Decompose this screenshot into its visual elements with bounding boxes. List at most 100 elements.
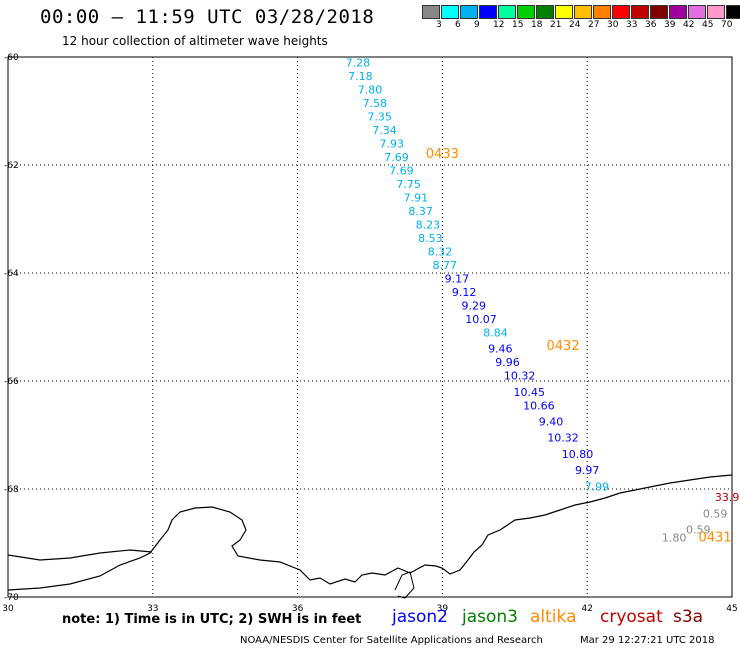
legend-label: 24: [569, 20, 581, 30]
swh-value-label: 7.69: [389, 164, 414, 177]
swh-value-label: 7.99: [585, 480, 610, 493]
swh-value-label: 9.97: [575, 464, 600, 477]
swh-value-label: 7.75: [396, 178, 421, 191]
x-tick-label: 36: [292, 604, 304, 614]
mission-cryosat: cryosat: [600, 607, 663, 627]
legend-label: 45: [702, 20, 714, 30]
legend-label: 27: [588, 20, 600, 30]
swh-value-label: 10.32: [547, 432, 579, 445]
legend-label: 36: [645, 20, 657, 30]
footer-timestamp: Mar 29 12:27:21 UTC 2018: [580, 635, 715, 646]
legend-swatch: [726, 5, 740, 19]
swh-value-label: 9.29: [462, 299, 487, 312]
legend-label: 21: [550, 20, 562, 30]
legend-label: 6: [455, 20, 461, 30]
legend-label: 3: [436, 20, 442, 30]
legend-swatch: [612, 5, 630, 19]
coastline: [7, 549, 153, 561]
mission-jason2: jason2: [392, 607, 448, 627]
legend-swatch: [460, 5, 478, 19]
swh-value-label: 10.80: [562, 448, 594, 461]
legend-swatch: [422, 5, 440, 19]
swh-value-label: 7.93: [379, 137, 404, 150]
legend-swatch: [707, 5, 725, 19]
swh-value-label: 9.17: [445, 272, 470, 285]
legend-label: 15: [512, 20, 524, 30]
swh-value-label: 9.46: [488, 343, 513, 356]
legend-swatch: [479, 5, 497, 19]
legend-label: 18: [531, 20, 543, 30]
legend-swatch: [593, 5, 611, 19]
x-tick-label: 42: [581, 604, 592, 614]
swh-value-label: 0.59: [686, 524, 711, 537]
swh-value-label: 8.37: [408, 205, 433, 218]
y-tick-label: -60: [4, 53, 19, 63]
legend-swatch: [498, 5, 516, 19]
coastline: [7, 474, 733, 591]
swh-value-label: 8.77: [433, 259, 458, 272]
swh-value-label: 8.32: [428, 245, 453, 258]
legend-label: 12: [493, 20, 505, 30]
legend-swatches: [422, 5, 740, 19]
swh-value-label: 7.18: [348, 70, 373, 83]
swh-value-label: 10.66: [523, 399, 555, 412]
chart-title: 00:00 – 11:59 UTC 03/28/2018: [40, 6, 375, 28]
legend-swatch: [669, 5, 687, 19]
legend-label: 9: [474, 20, 480, 30]
legend-label: 30: [607, 20, 619, 30]
legend-swatch: [574, 5, 592, 19]
legend-swatch: [441, 5, 459, 19]
swh-value-label: 10.07: [465, 313, 497, 326]
x-tick-label: 45: [726, 604, 737, 614]
legend-swatch: [688, 5, 706, 19]
legend-swatch: [631, 5, 649, 19]
mission-altika: altika: [530, 607, 577, 627]
swh-value-label: 10.45: [514, 386, 546, 399]
swh-value-label: 9.96: [495, 356, 520, 369]
y-tick-label: -68: [4, 485, 19, 495]
x-tick-label: 30: [2, 604, 14, 614]
swh-value-label: 9.40: [539, 416, 564, 429]
coastline: [394, 571, 415, 599]
swh-value-label: 7.28: [346, 56, 371, 69]
swh-value-label: 7.80: [358, 83, 383, 96]
y-tick-label: -70: [4, 593, 19, 603]
swh-value-label: 7.34: [372, 124, 397, 137]
swh-value-label: 7.69: [384, 151, 409, 164]
swh-value-label: 7.35: [367, 110, 392, 123]
legend-label: 33: [626, 20, 638, 30]
y-tick-label: -62: [4, 161, 19, 171]
swh-value-label: 8.53: [418, 232, 443, 245]
mission-s3a: s3a: [673, 607, 704, 627]
y-tick-label: -66: [4, 377, 19, 387]
legend-label: 70: [721, 20, 733, 30]
legend-label: 39: [664, 20, 676, 30]
footer-note: note: 1) Time is in UTC; 2) SWH is in fe…: [62, 612, 362, 627]
x-tick-label: 39: [437, 604, 449, 614]
swh-value-label: 9.12: [452, 286, 477, 299]
swh-value-label: 8.23: [416, 218, 441, 231]
swh-value-label: 8.84: [483, 326, 508, 339]
swh-value-label: 1.80: [662, 532, 687, 545]
swh-value-label: 33.9: [715, 491, 740, 504]
mission-jason3: jason3: [462, 607, 518, 627]
time-label: 0431: [699, 531, 732, 546]
footer-credit: NOAA/NESDIS Center for Satellite Applica…: [240, 635, 543, 646]
time-label: 0433: [426, 147, 459, 162]
plot-frame: [7, 56, 733, 598]
swh-value-label: 7.58: [363, 97, 388, 110]
y-tick-label: -64: [4, 269, 19, 279]
x-tick-label: 33: [147, 604, 158, 614]
swh-value-label: 0.59: [703, 507, 728, 520]
swh-value-label: 7.91: [404, 191, 429, 204]
legend-swatch: [650, 5, 668, 19]
legend-swatch: [517, 5, 535, 19]
legend-label: 42: [683, 20, 695, 30]
swh-value-label: 10.32: [504, 370, 536, 383]
legend-swatch: [555, 5, 573, 19]
legend-swatch: [536, 5, 554, 19]
time-label: 0432: [547, 339, 580, 354]
